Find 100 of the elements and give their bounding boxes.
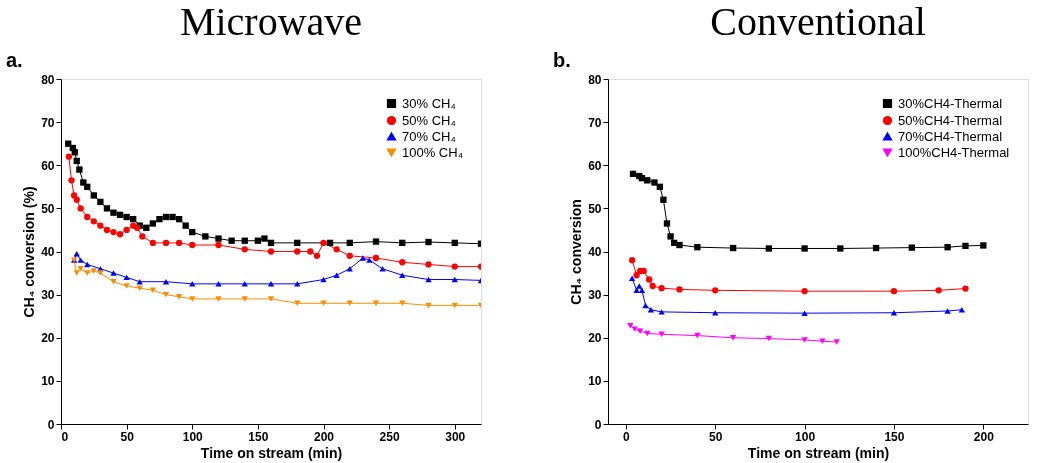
point (294, 281, 301, 287)
point (399, 272, 406, 278)
y-tick-label: 30 (588, 288, 602, 303)
point (189, 296, 196, 302)
point (372, 254, 380, 262)
point (110, 278, 117, 285)
y-tick-label: 70 (41, 115, 55, 130)
point (267, 296, 275, 302)
point (819, 338, 826, 344)
x-tick-label: 0 (61, 429, 69, 444)
point (676, 241, 683, 249)
point (215, 281, 222, 287)
point (663, 220, 671, 227)
x-tick-label: 0 (623, 429, 631, 444)
x-tick-label: 100 (795, 429, 816, 444)
chart-title: Conventional (710, 0, 926, 44)
point (658, 285, 665, 292)
point (801, 288, 808, 295)
point (801, 310, 808, 316)
legend-label: 50% CH₄ (402, 112, 456, 128)
y-tick-label: 0 (594, 417, 602, 432)
point (333, 246, 340, 253)
point (801, 245, 808, 252)
point (294, 239, 301, 247)
legend-label: 30%CH4-Thermal (898, 95, 1003, 111)
point (656, 183, 663, 190)
point (73, 270, 80, 276)
point (215, 241, 222, 249)
point (123, 274, 130, 281)
y-tick-label: 80 (588, 72, 602, 87)
point (156, 215, 163, 223)
point (320, 276, 327, 283)
x-tick-label: 200 (973, 429, 995, 444)
point (84, 213, 91, 221)
legend-label: 70%CH4-Thermal (898, 128, 1003, 144)
point (143, 224, 150, 231)
point (333, 272, 340, 278)
point (267, 239, 275, 247)
point (84, 270, 91, 276)
text: b. (553, 49, 571, 71)
point (136, 285, 143, 291)
x-axis-title: Time on stream (min) (200, 444, 343, 461)
point (123, 283, 130, 289)
point (130, 215, 137, 223)
legend-label: 100% CH₄ (402, 144, 463, 160)
point (307, 248, 314, 255)
point (97, 270, 104, 276)
point (228, 237, 235, 244)
point (267, 281, 275, 287)
point (169, 213, 176, 221)
point (676, 286, 683, 293)
point (73, 196, 80, 203)
legend-label: 100%CH4-Thermal (898, 144, 1010, 160)
x-tick-label: 50 (120, 429, 135, 444)
point (313, 252, 321, 259)
point (175, 239, 183, 247)
point (110, 209, 117, 216)
point (175, 294, 183, 300)
point (254, 237, 262, 244)
point (631, 326, 638, 332)
point (294, 248, 301, 255)
point (90, 192, 97, 199)
y-tick-label: 80 (41, 72, 55, 87)
point (872, 244, 880, 252)
point (642, 302, 649, 309)
point (944, 244, 951, 251)
y-tick-label: 40 (588, 245, 602, 259)
point (627, 322, 634, 329)
x-axis-title: Time on stream (min) (747, 444, 890, 461)
point (103, 205, 111, 212)
point (425, 238, 432, 246)
x-tick-label: 150 (884, 429, 905, 444)
point (123, 226, 130, 234)
point (837, 245, 844, 252)
y-tick-label: 70 (588, 115, 602, 130)
point (162, 239, 170, 247)
point (451, 239, 458, 247)
point (182, 222, 189, 229)
point (215, 235, 222, 242)
point (694, 332, 701, 339)
point (629, 170, 637, 178)
text: a. (6, 49, 23, 71)
point (116, 211, 124, 219)
chart-title: Microwave (179, 0, 363, 44)
legend-label: 50%CH4-Thermal (898, 112, 1003, 128)
point (241, 296, 248, 302)
point (123, 213, 130, 221)
point (962, 285, 969, 292)
point (729, 244, 737, 252)
point (189, 281, 196, 287)
point (241, 281, 248, 287)
point (801, 337, 808, 343)
point (267, 248, 275, 255)
point (346, 252, 353, 259)
y-tick-label: 60 (41, 158, 55, 173)
point (644, 177, 651, 184)
point (660, 196, 667, 203)
point (694, 244, 701, 251)
point (667, 233, 674, 240)
point (103, 226, 111, 234)
